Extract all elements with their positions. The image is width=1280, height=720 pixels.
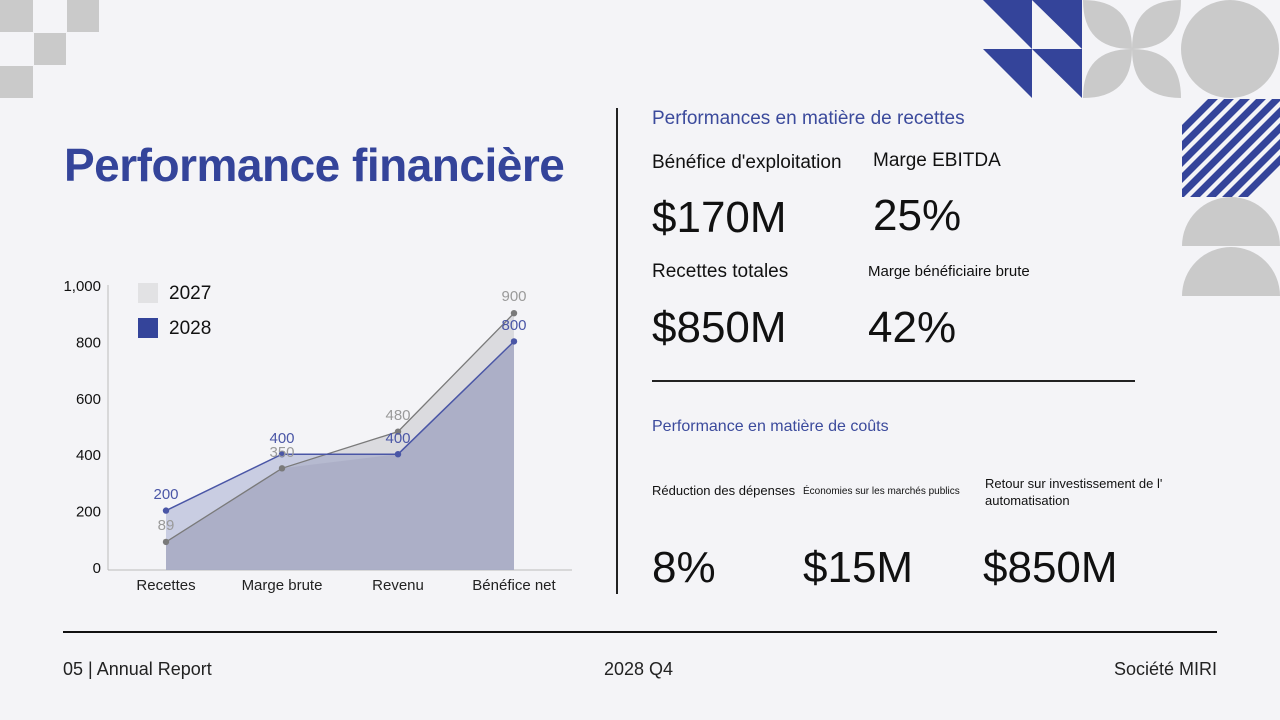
y-tick-label: 800 [76, 334, 101, 351]
y-tick-label: 200 [76, 504, 101, 521]
data-label: 800 [501, 317, 526, 334]
kpi-label-automation-roi: Retour sur investissement de l' automati… [985, 476, 1163, 508]
chart-legend: 2027 2028 [138, 283, 211, 339]
data-point [278, 465, 286, 472]
kpi-label-ebitda-margin: Marge EBITDA [873, 150, 1001, 171]
legend-label-2027: 2027 [169, 283, 211, 304]
x-tick-label: Bénéfice net [472, 577, 556, 594]
line-2027 [165, 312, 515, 543]
revenue-section-title: Performances en matière de recettes [652, 108, 965, 129]
data-point [162, 507, 170, 514]
kpi-label-operating-profit: Bénéfice d'exploitation [652, 152, 842, 173]
y-tick-label: 600 [76, 391, 101, 408]
kpi-label-total-revenue: Recettes totales [652, 261, 789, 282]
area-2027 [166, 313, 514, 570]
data-point [510, 310, 518, 317]
decor-squares [0, 0, 100, 100]
cost-section-title: Performance en matière de coûts [652, 418, 889, 435]
page-title: Performance financière [64, 139, 565, 191]
kpi-value-procurement-savings: $15M [803, 543, 914, 592]
data-label: 400 [269, 430, 294, 447]
legend-swatch-2027 [138, 283, 158, 303]
kpi-value-operating-profit: $170M [652, 193, 787, 242]
line-2028 [165, 340, 515, 512]
footer-right: Société MIRI [1113, 659, 1217, 679]
y-axis-ticks: 0 200 400 600 800 1,000 [63, 278, 101, 577]
chart-areas: 200 400 400 800 89 350 480 900 [153, 288, 527, 570]
data-point [162, 538, 170, 546]
kpi-label-procurement-savings: Économies sur les marchés publics [803, 486, 960, 497]
area-2028 [166, 341, 514, 570]
data-label: 200 [153, 486, 178, 503]
area-overlap [166, 341, 514, 570]
data-point [510, 338, 518, 345]
decor-pattern [983, 0, 1280, 296]
data-point [394, 428, 402, 435]
vertical-divider [616, 108, 618, 594]
y-tick-label: 0 [93, 560, 101, 577]
kpi-value-expense-reduction: 8% [652, 543, 716, 592]
data-label: 350 [269, 444, 294, 461]
area-chart: 0 200 400 600 800 1,000 200 400 400 800 89 350 480 9… [63, 278, 572, 594]
x-tick-label: Revenu [372, 577, 424, 594]
legend-swatch-2028 [138, 318, 158, 338]
legend-label-2028: 2028 [169, 318, 211, 339]
data-label: 480 [385, 407, 410, 424]
x-tick-label: Recettes [136, 577, 195, 594]
data-label: 400 [385, 430, 410, 447]
kpi-value-gross-margin: 42% [868, 303, 957, 352]
footer-left: 05 | Annual Report [63, 659, 212, 679]
x-axis-labels: Recettes Marge brute Revenu Bénéfice net [136, 577, 556, 594]
data-label: 900 [501, 288, 526, 305]
kpi-value-ebitda-margin: 25% [873, 191, 962, 240]
footer-center: 2028 Q4 [604, 659, 674, 679]
kpi-value-total-revenue: $850M [652, 303, 787, 352]
kpi-label-gross-margin: Marge bénéficiaire brute [868, 263, 1030, 280]
data-point [278, 451, 286, 458]
x-tick-label: Marge brute [242, 577, 323, 594]
y-tick-label: 400 [76, 447, 101, 464]
kpi-value-automation-roi: $850M [983, 543, 1118, 592]
data-point [394, 451, 402, 458]
section-divider [652, 380, 1135, 382]
y-tick-label: 1,000 [63, 278, 101, 295]
footer-divider [63, 631, 1217, 633]
data-label: 89 [158, 517, 175, 534]
kpi-label-expense-reduction: Réduction des dépenses [652, 483, 796, 498]
